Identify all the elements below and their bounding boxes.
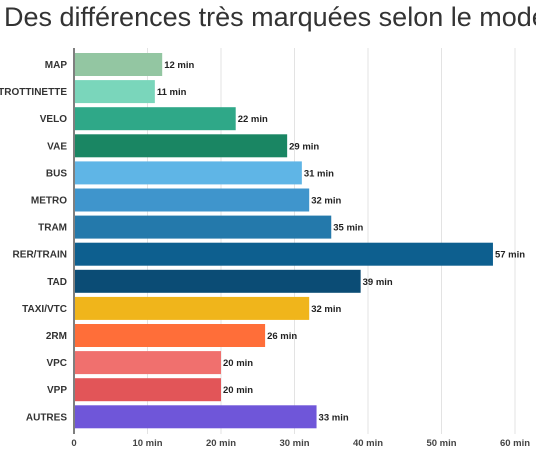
x-tick-label: 10 min [132,438,162,449]
bar-vpc [75,351,221,375]
x-tick-label: 0 [71,438,76,449]
bar-velo [75,107,236,131]
value-label: 20 min [223,358,253,369]
category-label: VPP [47,385,67,396]
value-label: 35 min [333,223,363,234]
bar-rer-train [75,242,493,266]
grid-lines [147,48,516,434]
value-label: 11 min [157,87,187,98]
category-label: VAE [47,141,67,152]
value-label: 22 min [238,114,268,125]
value-label: 33 min [319,412,349,423]
value-label: 39 min [363,277,393,288]
category-label: BUS [46,168,67,179]
value-label: 57 min [495,250,525,261]
bar-tram [75,215,332,239]
bar-vpp [75,378,221,402]
value-label: 26 min [267,331,297,342]
chart-title: Des différences très marquées selon le m… [4,2,536,32]
category-label: AUTRES [26,412,67,423]
value-label: 12 min [164,60,194,71]
bar-metro [75,188,310,212]
x-tick-label: 50 min [426,438,456,449]
x-tick-label: 30 min [279,438,309,449]
category-label: METRO [31,196,67,207]
bar-autres [75,405,317,429]
category-label: 2RM [46,331,67,342]
labels: 0 10 min 20 min 30 min 40 min 50 min 60 min MAP… [0,60,530,449]
category-label: TRAM [38,223,67,234]
category-label: TAD [47,277,67,288]
bar-vae [75,134,288,158]
bar-2rm [75,324,266,347]
bar-bus [75,161,302,185]
category-label: TAXI/VTC [22,304,67,315]
bar-taxi-vtc [75,296,310,320]
value-label: 29 min [289,141,319,152]
bars [75,53,493,429]
category-label: VPC [46,358,67,369]
category-label: MAP [45,60,68,71]
category-label: RER/TRAIN [13,250,67,261]
bar-trottinette [75,80,155,104]
x-tick-label: 60 min [500,438,530,449]
bar-tad [75,269,361,293]
value-label: 32 min [311,304,341,315]
value-label: 20 min [223,385,253,396]
bar-map [75,53,163,76]
category-label: TROTTINETTE [0,87,67,98]
x-tick-label: 40 min [353,438,383,449]
category-label: VELO [40,114,67,125]
value-label: 31 min [304,168,334,179]
value-label: 32 min [311,196,341,207]
x-tick-label: 20 min [206,438,236,449]
